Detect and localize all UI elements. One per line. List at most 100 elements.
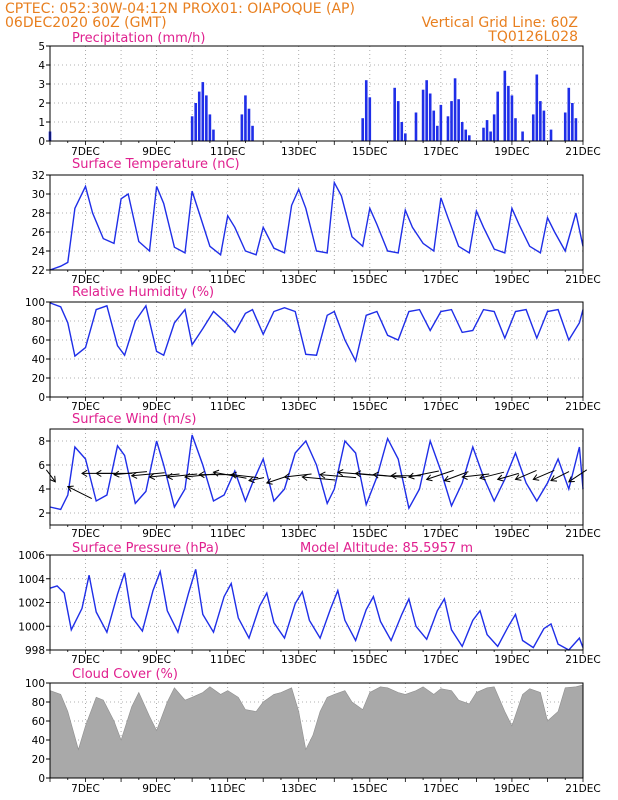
wind-vector-head [390, 472, 397, 480]
precipitation-bar [368, 97, 372, 141]
precipitation-bar [251, 125, 254, 141]
wind-vector-head [212, 469, 220, 477]
precipitation-bar [414, 112, 418, 141]
precipitation-bar [247, 108, 251, 141]
precipitation-bar [460, 122, 464, 141]
y-tick-label: 2 [38, 98, 45, 110]
x-date-label: 21DEC [565, 146, 600, 158]
wind-vector [149, 473, 180, 478]
x-date-label: 11DEC [210, 783, 245, 795]
wind-vector [426, 469, 454, 480]
x-date-label: 9DEC [142, 783, 171, 795]
y-tick-label: 4 [38, 484, 45, 496]
y-tick-label: 998 [25, 645, 45, 657]
wind-vector-head [496, 474, 504, 482]
wind-vector-head [514, 474, 522, 481]
y-tick-label: 60 [32, 716, 45, 728]
precipitation-bar [190, 116, 194, 141]
x-date-label: 9DEC [142, 274, 171, 286]
x-date-label: 11DEC [210, 401, 245, 413]
x-date-label: 11DEC [210, 654, 245, 666]
model-altitude-label: Model Altitude: 85.5957 m [300, 541, 473, 556]
precipitation-bar [539, 101, 542, 141]
wind-vector-head [198, 471, 205, 479]
precipitation-title: Precipitation (mm/h) [72, 31, 205, 46]
x-date-label: 19DEC [494, 146, 529, 158]
y-tick-label: 1006 [18, 550, 45, 562]
wind-vector-head [479, 473, 486, 481]
x-date-label: 17DEC [423, 146, 458, 158]
x-date-label: 21DEC [565, 528, 600, 540]
wind-vector-head [425, 474, 433, 482]
wind-vector [67, 486, 92, 500]
wind-vector-head [354, 470, 362, 478]
y-tick-label: 0 [38, 136, 45, 148]
y-tick-label: 24 [32, 246, 46, 258]
x-date-label: 17DEC [423, 783, 458, 795]
wind-vector-head [319, 471, 326, 479]
wind-vector-head [113, 470, 120, 478]
wind-vector-head [230, 471, 237, 479]
precipitation-bar [212, 129, 215, 141]
precipitation-bar [194, 103, 197, 141]
y-tick-label: 100 [25, 297, 45, 309]
panel-frame [49, 301, 584, 398]
y-tick-label: 26 [32, 227, 46, 239]
wind-vector [320, 474, 357, 479]
cloud-cover-area [49, 684, 584, 779]
precipitation-bar [457, 99, 460, 141]
x-date-label: 21DEC [565, 783, 600, 795]
x-date-label: 11DEC [210, 528, 245, 540]
wind-vector-head [532, 474, 540, 481]
x-date-label: 9DEC [142, 401, 171, 413]
precipitation-bar [436, 125, 439, 141]
y-tick-label: 3 [38, 79, 45, 91]
cloud-title: Cloud Cover (%) [72, 667, 178, 682]
x-date-label: 15DEC [352, 654, 387, 666]
precipitation-bar [521, 131, 524, 141]
precipitation-bar [450, 101, 453, 141]
humidity-panel: Relative Humidity (%) 0 20 40 60 80 100 7DEC 9D… [25, 285, 601, 413]
y-tick-label: 100 [25, 678, 45, 690]
cloud-cover-panel: Cloud Cover (%) 0 20 40 60 80 100 7DEC 9DEC 11DE… [25, 667, 601, 795]
y-tick-label: 2 [38, 508, 45, 520]
x-date-label: 7DEC [71, 274, 100, 286]
x-date-label: 15DEC [352, 274, 387, 286]
wind-vector-head [66, 485, 74, 492]
wind-vector-head [130, 471, 138, 479]
humidity-title: Relative Humidity (%) [72, 285, 214, 300]
y-tick-label: 1004 [18, 574, 45, 586]
precipitation-bar [496, 91, 500, 141]
temp-line [49, 180, 584, 271]
y-tick-label: 32 [32, 170, 45, 182]
header-code: TQ0126L028 [487, 29, 578, 45]
precipitation-bar [542, 110, 546, 141]
precipitation-bar [489, 131, 492, 141]
precipitation-bar [563, 112, 567, 141]
x-date-label: 11DEC [210, 274, 245, 286]
wind-vector [479, 471, 505, 479]
precipitation-bar [404, 133, 407, 141]
pressure-panel: Surface Pressure (hPa) Model Altitude: 8… [18, 541, 600, 666]
precipitation-bar [492, 114, 496, 141]
wind-vector-head [49, 475, 56, 483]
precipitation-bar [507, 85, 510, 141]
precipitation-bar [549, 129, 553, 141]
precipitation-bar [503, 70, 507, 141]
y-tick-label: 1002 [18, 598, 45, 610]
wind-line [49, 434, 584, 511]
x-date-label: 15DEC [352, 528, 387, 540]
x-date-label: 17DEC [423, 401, 458, 413]
precipitation-bar [467, 135, 471, 141]
wind-vector-head [265, 478, 273, 485]
y-tick-label: 40 [32, 735, 45, 747]
precipitation-bar [571, 103, 574, 141]
y-tick-label: 80 [32, 316, 45, 328]
x-date-label: 17DEC [423, 654, 458, 666]
x-date-label: 17DEC [423, 528, 458, 540]
y-tick-label: 30 [32, 189, 45, 201]
wind-vector [408, 470, 439, 478]
precipitation-bar [567, 87, 571, 141]
precipitation-bar [453, 78, 457, 141]
